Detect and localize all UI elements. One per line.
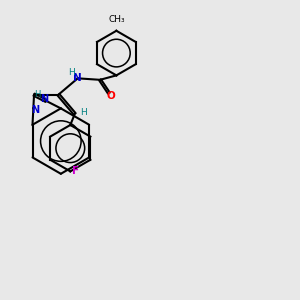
Text: N: N [40, 94, 49, 104]
Text: N: N [74, 73, 82, 83]
Text: CH₃: CH₃ [108, 15, 125, 24]
Text: N: N [31, 105, 39, 115]
Text: H: H [68, 68, 75, 77]
Text: H: H [80, 108, 87, 117]
Text: H: H [34, 90, 41, 99]
Text: F: F [72, 167, 79, 176]
Text: O: O [107, 91, 116, 100]
